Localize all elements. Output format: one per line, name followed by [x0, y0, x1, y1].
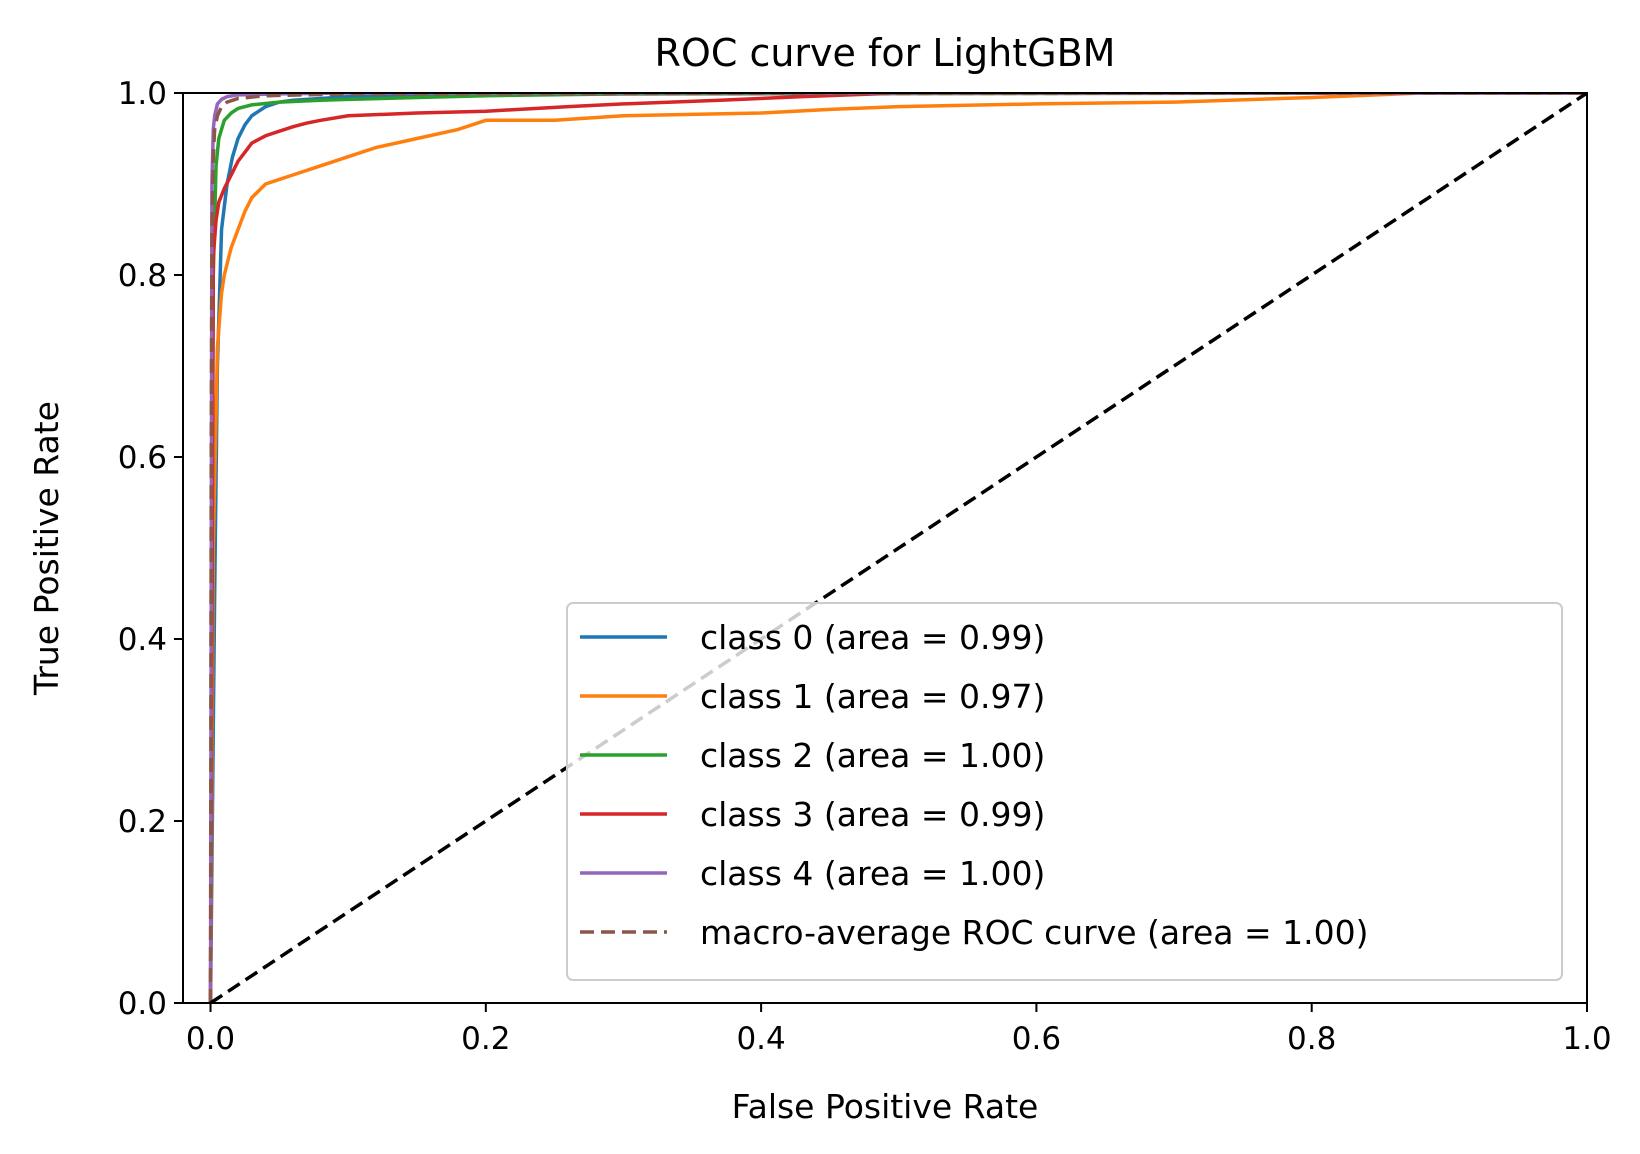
x-tick-label: 0.2: [461, 1021, 510, 1057]
legend-box: [566, 602, 1563, 981]
y-tick-label: 0.2: [118, 804, 167, 840]
x-tick-label: 0.6: [1012, 1021, 1061, 1057]
y-axis: 0.0 0.2 0.4 0.6 0.8 1.0: [118, 76, 183, 1022]
series-line-class-3: [208, 93, 1587, 1003]
chart-title: ROC curve for LightGBM: [655, 31, 1116, 75]
legend-entry-label: macro-average ROC curve (area = 1.00): [700, 913, 1368, 952]
y-axis-label: True Positive Rate: [27, 401, 66, 696]
x-axis: 0.0 0.2 0.4 0.6 0.8 1.0: [186, 1003, 1612, 1057]
chance-diagonal-line: [209, 93, 1587, 1003]
y-tick-label: 0.8: [118, 258, 167, 294]
x-axis-label: False Positive Rate: [732, 1087, 1039, 1126]
y-tick-label: 1.0: [118, 76, 167, 112]
series-line-class-1: [208, 93, 1587, 1003]
legend: class 0 (area = 0.99) class 1 (area = 0.9…: [566, 602, 1563, 981]
y-tick-label: 0.6: [118, 440, 167, 476]
series-line-class-2: [208, 93, 1587, 1003]
x-tick-label: 0.4: [736, 1021, 785, 1057]
legend-entry-label: class 1 (area = 0.97): [700, 677, 1045, 716]
plot-frame: [182, 92, 1588, 1004]
x-tick-label: 0.8: [1287, 1021, 1336, 1057]
legend-entry-label: class 4 (area = 1.00): [700, 854, 1045, 893]
legend-entry-label: class 3 (area = 0.99): [700, 795, 1045, 834]
y-tick-label: 0.0: [118, 986, 167, 1022]
y-tick-label: 0.4: [118, 622, 167, 658]
x-tick-label: 0.0: [186, 1021, 235, 1057]
legend-entry-label: class 0 (area = 0.99): [700, 618, 1045, 657]
x-tick-label: 1.0: [1562, 1021, 1611, 1057]
series-layer: [208, 93, 1587, 1003]
legend-entry-label: class 2 (area = 1.00): [700, 736, 1045, 775]
